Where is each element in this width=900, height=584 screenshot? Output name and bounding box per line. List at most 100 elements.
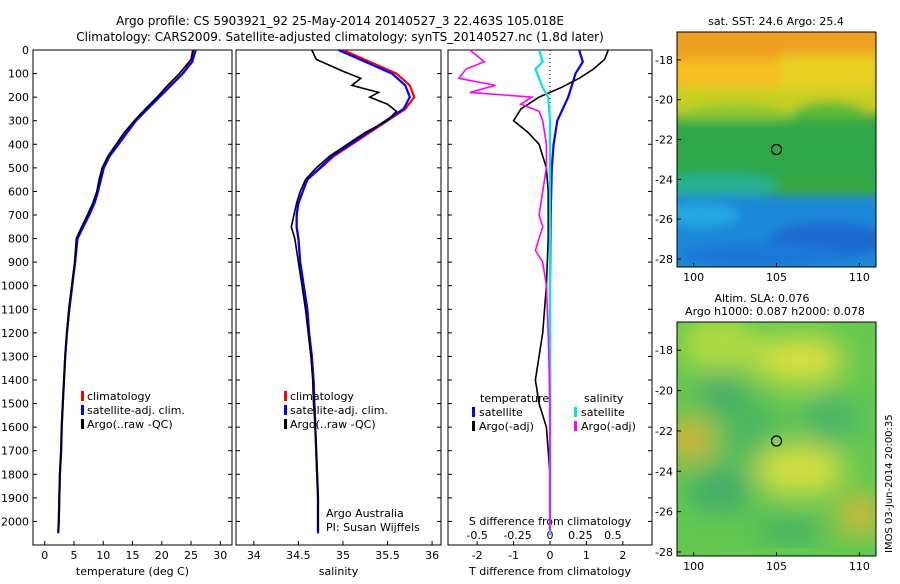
s-diff-tick-label: 0.5	[604, 529, 622, 542]
legend-temperature-title: temperature	[480, 392, 549, 405]
salinity-xtick-label: 34.5	[286, 549, 311, 562]
map-xtick-label: 100	[683, 271, 704, 284]
temperature-xlabel: temperature (deg C)	[76, 565, 189, 578]
difference-xlabel: T difference from climatology	[468, 565, 631, 578]
sla-map: Altim. SLA: 0.076 Argo h1000: 0.087 h200…	[655, 292, 877, 573]
depth-tick-label: 1000	[1, 280, 29, 293]
salinity-xtick-label: 35.5	[375, 549, 400, 562]
map-xtick-label: 110	[849, 271, 870, 284]
map-ytick-label: -26	[655, 213, 673, 226]
sst-map: sat. SST: 24.6 Argo: 25.4 100 105 110 -18 -2…	[655, 15, 877, 284]
legend-swatch	[472, 407, 475, 417]
depth-tick-label: 300	[8, 115, 29, 128]
depth-tick-label: 900	[8, 256, 29, 269]
legend-salinity-title: salinity	[584, 392, 624, 405]
temperature-xtick-label: 10	[96, 549, 110, 562]
sst-map-title: sat. SST: 24.6 Argo: 25.4	[708, 15, 844, 28]
legend-label: satellite	[581, 406, 625, 419]
depth-tick-label: 600	[8, 185, 29, 198]
difference-xtick-label: 1	[583, 549, 590, 562]
s-diff-tick-label: 0	[547, 529, 554, 542]
map-ytick-label: -22	[655, 425, 673, 438]
map-ytick-label: -22	[655, 134, 673, 147]
legend-swatch	[81, 419, 84, 429]
depth-tick-label: 1800	[1, 468, 29, 481]
depth-tick-label: 1500	[1, 398, 29, 411]
legend-swatch	[472, 421, 475, 431]
s-diff-tick-label: -0.5	[466, 529, 487, 542]
depth-tick-label: 1300	[1, 350, 29, 363]
map-ytick-label: -20	[655, 94, 673, 107]
attribution-text: PI: Susan Wijffels	[326, 521, 420, 534]
legend-swatch	[81, 405, 84, 415]
depth-tick-label: 1600	[1, 421, 29, 434]
depth-tick-label: 1700	[1, 445, 29, 458]
depth-tick-label: 200	[8, 91, 29, 104]
legend-label: Argo(..raw -QC)	[290, 418, 376, 431]
depth-tick-label: 400	[8, 138, 29, 151]
depth-tick-label: 2000	[1, 515, 29, 528]
temperature-xtick-label: 30	[213, 549, 227, 562]
legend-swatch	[284, 405, 287, 415]
difference-series-satellite_s	[534, 49, 552, 534]
salinity-plot-area	[235, 49, 442, 546]
depth-tick-label: 500	[8, 162, 29, 175]
legend-swatch	[574, 421, 577, 431]
temperature-xtick-label: 5	[70, 549, 77, 562]
difference-xtick-label: -2	[472, 549, 483, 562]
salinity-xtick-label: 36	[425, 549, 439, 562]
salinity-panel: 34 34.5 35 35.5 36 salinity climatologysatelli…	[235, 48, 442, 578]
s-diff-tick-label: -0.25	[503, 529, 531, 542]
difference-xtick-label: 0	[547, 549, 554, 562]
map-ytick-label: -20	[655, 385, 673, 398]
temperature-xtick-label: 25	[184, 549, 198, 562]
depth-tick-label: 100	[8, 68, 29, 81]
salinity-xlabel: salinity	[319, 565, 359, 578]
map-xtick-label: 100	[683, 560, 704, 573]
legend-swatch	[284, 419, 287, 429]
legend-label: climatology	[290, 390, 354, 403]
legend-swatch	[81, 391, 84, 401]
s-diff-tick-label: 0.25	[568, 529, 593, 542]
temperature-xtick-label: 0	[41, 549, 48, 562]
legend-label: Argo(-adj)	[581, 420, 636, 433]
map-ytick-label: -24	[655, 465, 673, 478]
depth-tick-label: 1200	[1, 327, 29, 340]
legend-label: Argo(-adj)	[479, 420, 534, 433]
sla-map-title-line2: Argo h1000: 0.087 h2000: 0.078	[685, 305, 865, 318]
legend-label: satellite-adj. clim.	[87, 404, 185, 417]
sla-argo-marker	[770, 435, 783, 447]
legend-label: satellite-adj. clim.	[290, 404, 388, 417]
legend-swatch	[284, 391, 287, 401]
map-ytick-label: -26	[655, 506, 673, 519]
legend-label: Argo(..raw -QC)	[87, 418, 173, 431]
depth-tick-label: 0	[22, 44, 29, 57]
legend-swatch	[574, 407, 577, 417]
salinity-xtick-label: 35	[336, 549, 350, 562]
depth-tick-label: 1400	[1, 374, 29, 387]
depth-tick-label: 700	[8, 209, 29, 222]
legend-label: satellite	[479, 406, 523, 419]
depth-tick-label: 1100	[1, 303, 29, 316]
map-xtick-label: 105	[766, 560, 787, 573]
depth-tick-label: 800	[8, 233, 29, 246]
difference-series-argo_s	[457, 49, 551, 531]
map-ytick-label: -18	[655, 344, 673, 357]
salinity-xtick-label: 34	[247, 549, 261, 562]
map-ytick-label: -24	[655, 173, 673, 186]
salinity-series-argo	[290, 49, 398, 531]
difference-xtick-label: -1	[508, 549, 519, 562]
temperature-plot-area	[32, 49, 233, 546]
map-xtick-label: 110	[849, 560, 870, 573]
difference-series-argo	[512, 49, 610, 531]
temperature-panel: 0100200300400500600700800900100011001200…	[1, 44, 233, 578]
footer-timestamp: IMOS 03-Jun-2014 20:00:35	[884, 414, 895, 553]
temperature-xtick-label: 20	[155, 549, 169, 562]
attribution-text: Argo Australia	[326, 507, 404, 520]
figure-title-line1: Argo profile: CS 5903921_92 25-May-2014 …	[116, 14, 564, 28]
temperature-xtick-label: 15	[126, 549, 140, 562]
sla-map-title-line1: Altim. SLA: 0.076	[714, 292, 809, 305]
map-xtick-label: 105	[766, 271, 787, 284]
map-ytick-label: -18	[655, 54, 673, 67]
